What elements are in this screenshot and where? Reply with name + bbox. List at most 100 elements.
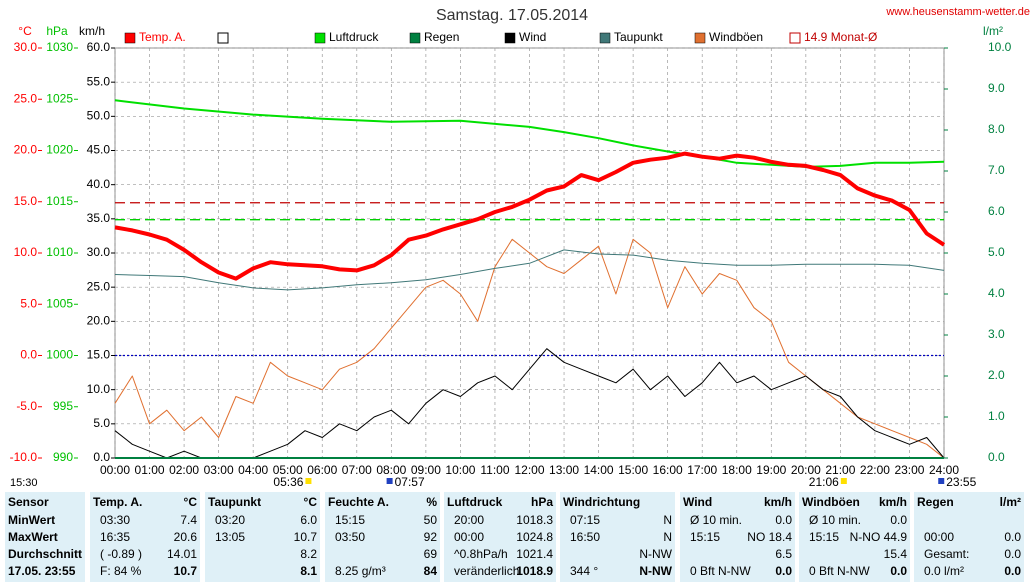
column-title: Windböen [802, 495, 860, 509]
cell-label: ^0.8hPa/h [454, 547, 508, 561]
y-tick-label: 4.0 [988, 286, 1005, 300]
y-tick-label: 10.0 [14, 245, 38, 259]
cell-label: 0.0 l/m² [924, 564, 965, 578]
legend-label: Luftdruck [329, 30, 379, 44]
cell-value: N [663, 513, 672, 527]
cell-value: 50 [423, 513, 437, 527]
sun-marker [840, 478, 847, 484]
y-tick-label: 1000 [46, 348, 73, 362]
series-line [114, 151, 946, 281]
cell-label: 20:00 [454, 513, 485, 527]
table-column: Windböen km/h Ø 10 min. 0.0 15:15 N-NO 44.9 15… [799, 492, 910, 582]
y-tick-label: 1005 [46, 296, 73, 310]
sun-label: 07:57 [395, 475, 425, 489]
cell-label: 0 Bft N-NW [809, 564, 870, 578]
chart-title: Samstag. 17.05.2014 [436, 7, 588, 24]
cell-label: 03:50 [335, 530, 366, 544]
column-unit: % [426, 495, 437, 509]
legend-swatch [314, 32, 326, 44]
cell-value: 15.4 [883, 547, 907, 561]
series-line [114, 249, 945, 291]
x-tick-label: 01:00 [135, 463, 165, 477]
legend-label: Wind [519, 30, 546, 44]
x-tick-label: 06:00 [307, 463, 337, 477]
cell-label: MinWert [8, 513, 56, 527]
y-tick-label: 45.0 [87, 143, 111, 157]
sun-marker [386, 478, 393, 484]
y-tick-label: 10.0 [87, 382, 111, 396]
cell-value: 0.0 [1004, 564, 1021, 578]
cell-label: Durchschnitt [8, 547, 83, 561]
cell-value: N [663, 530, 672, 544]
column-title: Wind [683, 495, 713, 509]
column-unit: hPa [530, 495, 553, 509]
cell-value: 8.1 [300, 564, 317, 578]
table-column: Taupunkt °C 03:20 6.0 13:05 10.7 8.2 8.1 [205, 492, 320, 582]
column-title: Taupunkt [208, 495, 262, 509]
y-tick-label: -10.0 [10, 450, 38, 464]
sun-label: 05:36 [273, 475, 303, 489]
series-line [114, 99, 945, 168]
cell-label: ( -0.89 ) [100, 547, 143, 561]
y-tick-label: 6.0 [988, 204, 1005, 218]
cell-label: 00:00 [454, 530, 485, 544]
y-tick-label: 20.0 [87, 314, 111, 328]
cell-value: 1018.9 [516, 564, 553, 578]
x-tick-label: 00:00 [100, 463, 130, 477]
cell-value: 10.7 [173, 564, 197, 578]
axis-label: °C [18, 24, 32, 38]
cell-value: 0.0 [1004, 547, 1021, 561]
x-tick-label: 13:00 [549, 463, 579, 477]
legend-swatch [789, 32, 801, 44]
y-tick-label: 1020 [46, 143, 73, 157]
cell-label: 344 ° [570, 564, 599, 578]
x-tick-label: 02:00 [169, 463, 199, 477]
cell-label: 15:15 [809, 530, 840, 544]
x-tick-label: 15:00 [618, 463, 648, 477]
cell-value: N-NW [639, 564, 672, 578]
column-unit: °C [303, 495, 317, 509]
cell-label: F: 84 % [100, 564, 142, 578]
y-tick-label: 8.0 [988, 122, 1005, 136]
cell-label: 03:20 [215, 513, 246, 527]
column-title: Temp. A. [93, 495, 143, 509]
x-tick-label: 19:00 [756, 463, 786, 477]
y-tick-label: 1010 [46, 245, 73, 259]
y-tick-label: 30.0 [14, 40, 38, 54]
y-tick-label: 0.0 [988, 450, 1005, 464]
column-title: Windrichtung [563, 495, 641, 509]
y-tick-label: -5.0 [16, 399, 37, 413]
cell-label: 8.25 g/m³ [335, 564, 386, 578]
x-tick-label: 05:00 [273, 463, 303, 477]
y-tick-label: 5.0 [20, 296, 37, 310]
cell-value: 0.0 [890, 513, 907, 527]
cell-value: 1021.4 [516, 547, 553, 561]
cell-value: NO 18.4 [747, 530, 792, 544]
cell-label: Ø 10 min. [690, 513, 743, 527]
x-tick-label: 24:00 [929, 463, 959, 477]
table-column: Regen l/m² 00:00 0.0 Gesamt: 0.0 0.0 l/m² 0.0 [914, 492, 1024, 582]
y-tick-label: 60.0 [87, 40, 111, 54]
cell-value: 69 [423, 547, 437, 561]
table-column: Temp. A. °C 03:30 7.4 16:35 20.6 ( -0.89 ) 14.0… [90, 492, 200, 582]
y-tick-label: 0.0 [20, 348, 37, 362]
y-tick-label: 7.0 [988, 163, 1005, 177]
cell-label: 07:15 [570, 513, 601, 527]
x-tick-label: 16:00 [653, 463, 683, 477]
legend-box [217, 32, 229, 44]
column-title: Regen [917, 495, 954, 509]
x-tick-label: 17:00 [687, 463, 717, 477]
y-tick-label: 10.0 [988, 40, 1012, 54]
axis-label: km/h [79, 24, 105, 38]
cell-label: veränderlich [454, 564, 520, 578]
cell-value: 6.0 [300, 513, 317, 527]
x-tick-label: 03:00 [204, 463, 234, 477]
y-tick-label: 25.0 [14, 91, 38, 105]
y-tick-label: 1015 [46, 194, 73, 208]
cell-value: 10.7 [293, 530, 317, 544]
cell-label: 16:50 [570, 530, 601, 544]
y-tick-label: 1.0 [988, 409, 1005, 423]
y-tick-label: 25.0 [87, 279, 111, 293]
y-tick-label: 5.0 [93, 416, 110, 430]
y-tick-label: 3.0 [988, 327, 1005, 341]
